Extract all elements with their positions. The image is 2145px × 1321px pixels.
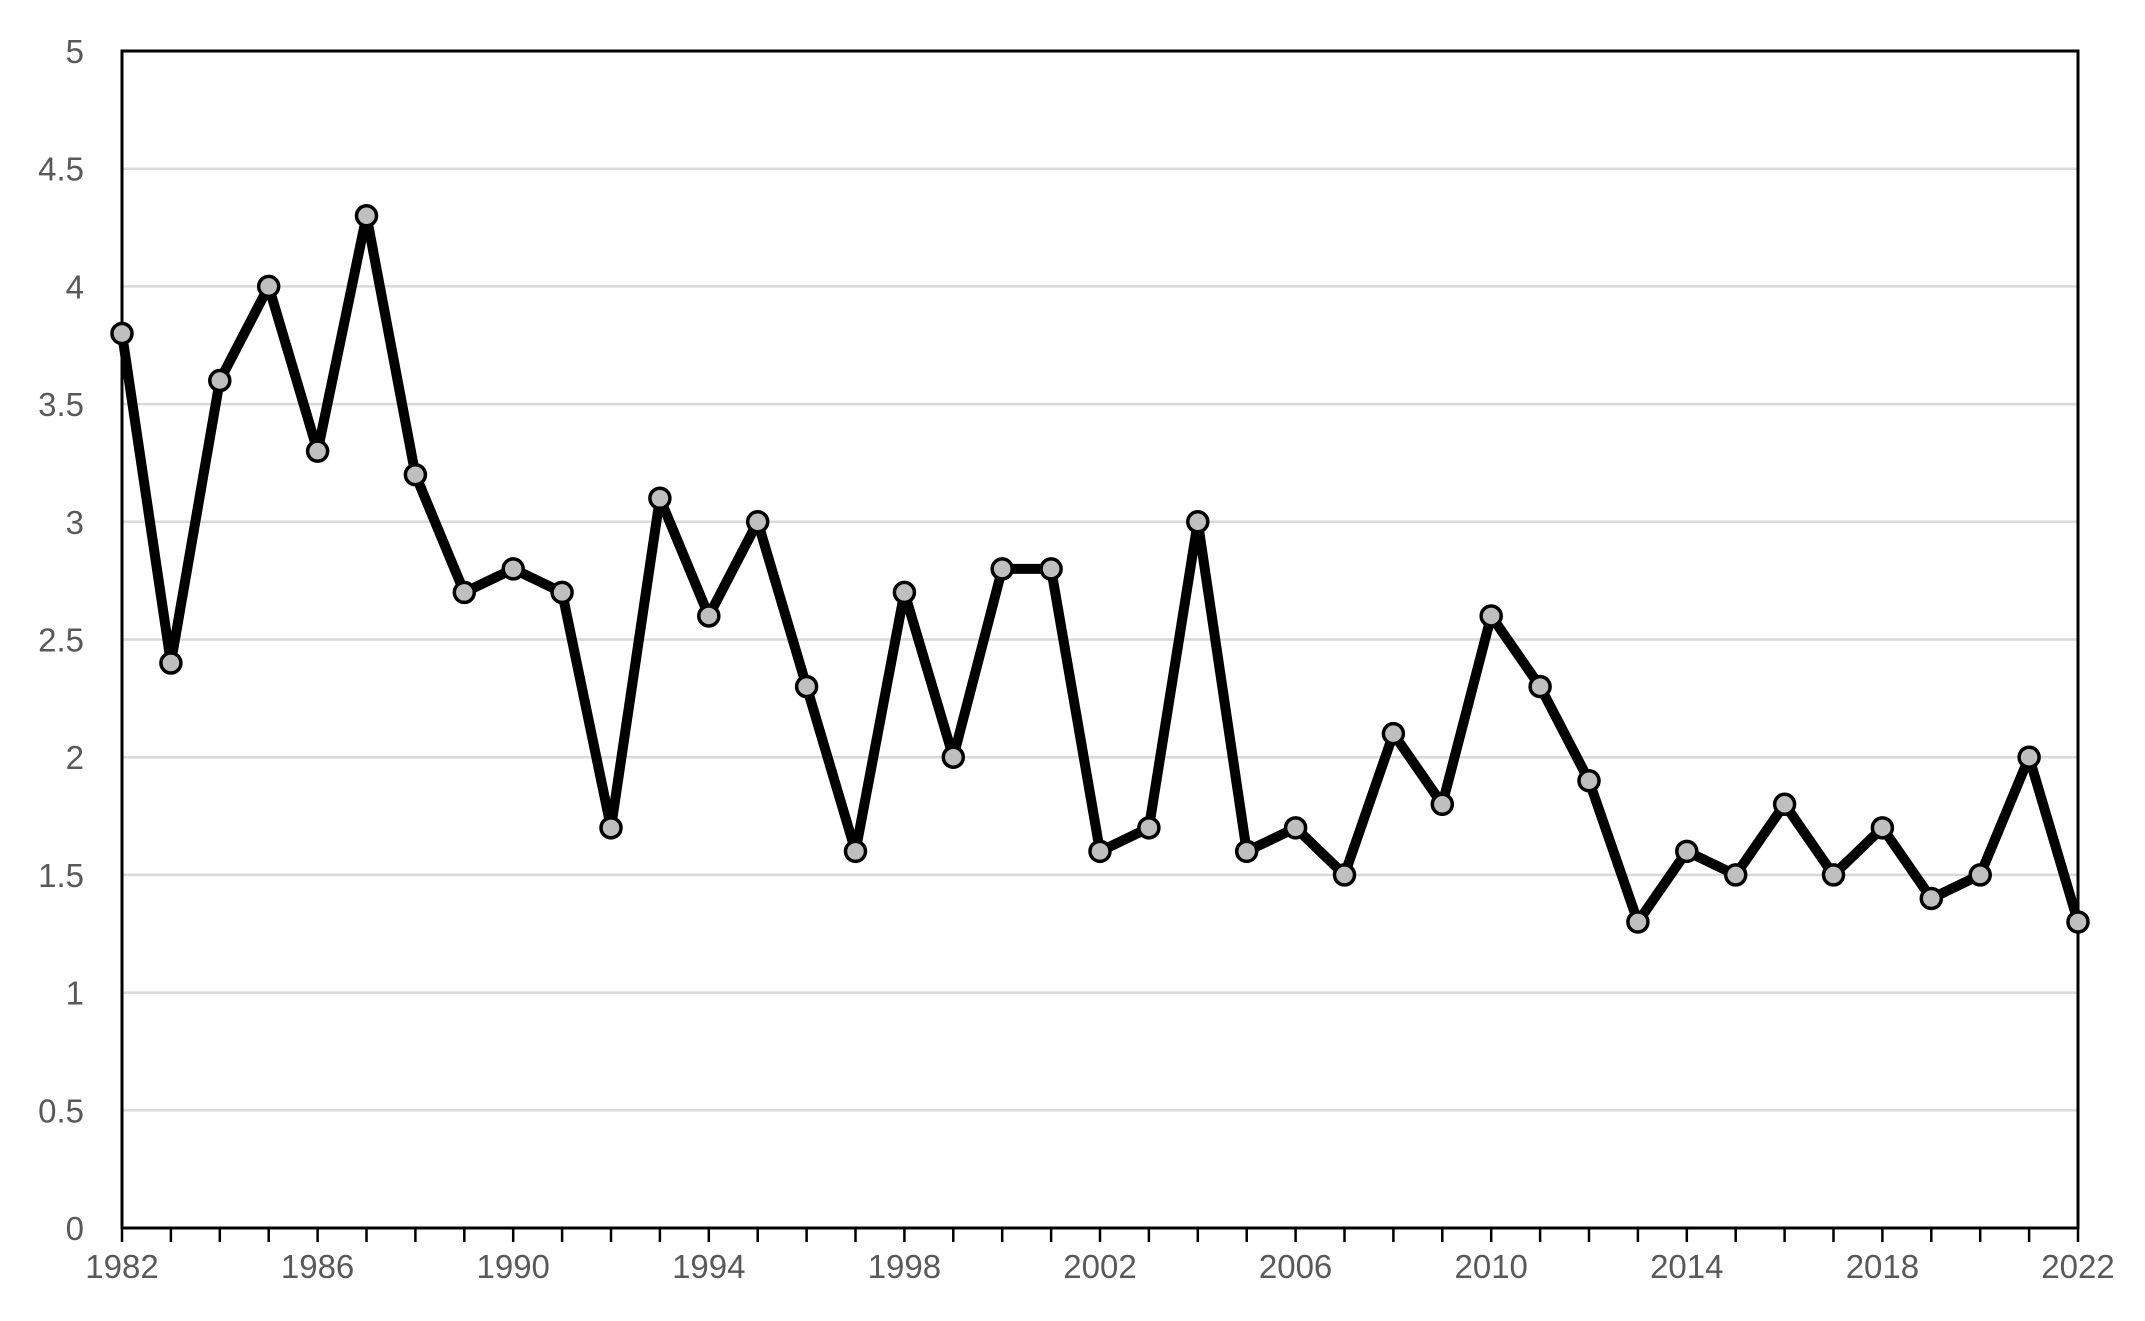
- x-tick-label: 2010: [1454, 1248, 1527, 1285]
- data-point: [1772, 792, 1797, 817]
- x-tick-label: 2022: [2041, 1248, 2114, 1285]
- data-point: [1968, 863, 1992, 887]
- x-axis-tick-labels: 1982 1986 1990 1994 1998 2002 2006 2010 2014 2018…: [85, 1248, 2114, 1285]
- data-points: [110, 204, 2090, 934]
- data-point: [1283, 816, 1308, 840]
- data-point: [1234, 839, 1259, 864]
- data-point: [1870, 816, 1895, 840]
- data-point: [208, 368, 232, 393]
- y-tick-label: 3.5: [38, 386, 84, 423]
- y-axis-tick-labels: 0 0.5 1 1.5 2 2.5 3 3.5 4 4.5 5: [38, 33, 84, 1247]
- x-tick-label: 1994: [672, 1248, 745, 1285]
- data-point: [1088, 839, 1112, 864]
- x-tick-label: 1986: [281, 1248, 354, 1285]
- x-tick-label: 1998: [868, 1248, 941, 1285]
- y-tick-label: 2: [66, 739, 84, 776]
- x-tick-label: 1990: [476, 1248, 549, 1285]
- data-point: [697, 604, 721, 628]
- data-point: [1577, 768, 1601, 793]
- data-point: [892, 580, 917, 605]
- data-point: [159, 651, 183, 675]
- data-point: [501, 557, 525, 581]
- data-point: [1528, 674, 1552, 699]
- x-tick-label: 2002: [1063, 1248, 1136, 1285]
- x-axis-ticks: [120, 1228, 2080, 1242]
- data-point: [1479, 604, 1503, 628]
- data-point: [794, 674, 819, 699]
- data-point: [2066, 910, 2090, 934]
- data-point: [745, 510, 770, 534]
- data-point: [110, 321, 134, 346]
- data-point: [305, 439, 330, 463]
- y-tick-label: 2.5: [38, 622, 84, 659]
- x-tick-label: 2006: [1259, 1248, 1332, 1285]
- data-point: [1675, 839, 1699, 864]
- data-point: [843, 839, 868, 864]
- y-tick-label: 3: [66, 504, 84, 541]
- data-point: [403, 462, 428, 487]
- y-tick-label: 5: [66, 33, 84, 70]
- data-point: [452, 580, 477, 605]
- y-tick-label: 1: [66, 975, 84, 1012]
- data-point: [1137, 816, 1161, 840]
- data-point: [550, 580, 574, 605]
- x-tick-label: 2014: [1650, 1248, 1723, 1285]
- data-point: [354, 204, 379, 228]
- data-point: [1430, 792, 1455, 817]
- y-tick-label: 4.5: [38, 151, 84, 188]
- x-tick-label: 2018: [1846, 1248, 1919, 1285]
- data-point: [1821, 863, 1846, 887]
- data-point: [941, 745, 966, 769]
- series-line: [117, 210, 2083, 927]
- y-tick-label: 1.5: [38, 857, 84, 894]
- data-point: [1186, 510, 1210, 534]
- data-point: [1626, 910, 1650, 934]
- data-point: [256, 274, 281, 299]
- data-point: [1381, 721, 1406, 746]
- data-point: [648, 486, 672, 511]
- data-point: [1919, 886, 1944, 911]
- y-tick-label: 4: [66, 268, 84, 305]
- y-tick-label: 0: [66, 1210, 84, 1247]
- data-point: [1332, 863, 1357, 887]
- x-tick-label: 1982: [85, 1248, 158, 1285]
- data-point: [1723, 863, 1748, 887]
- y-tick-label: 0.5: [38, 1092, 84, 1129]
- gridlines: [122, 167, 2078, 1112]
- data-point: [990, 557, 1014, 581]
- data-point: [1039, 557, 1063, 581]
- data-point: [599, 816, 623, 840]
- data-point: [2017, 745, 2041, 769]
